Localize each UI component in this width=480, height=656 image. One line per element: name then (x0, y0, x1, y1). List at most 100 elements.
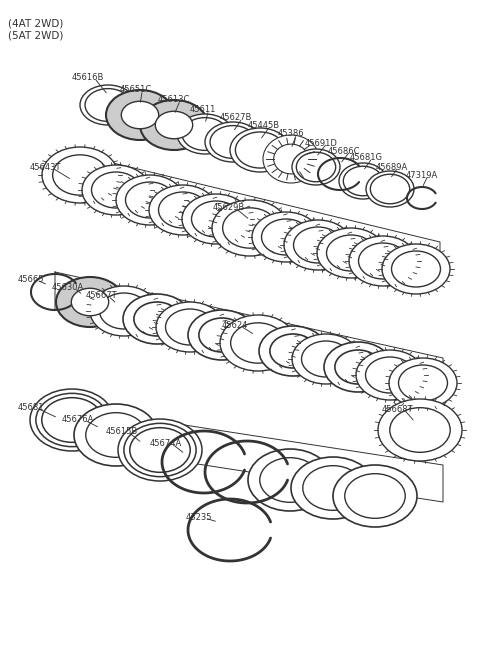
Ellipse shape (263, 135, 319, 183)
Text: 45674A: 45674A (150, 440, 182, 449)
Ellipse shape (345, 474, 405, 518)
Ellipse shape (292, 149, 340, 185)
Text: 47319A: 47319A (406, 171, 438, 180)
Text: 45613C: 45613C (158, 96, 191, 104)
Text: 45629B: 45629B (213, 203, 245, 213)
Ellipse shape (188, 310, 256, 360)
Ellipse shape (82, 165, 150, 215)
Ellipse shape (85, 89, 131, 121)
Ellipse shape (72, 288, 108, 316)
Ellipse shape (303, 466, 363, 510)
Ellipse shape (398, 365, 447, 401)
Ellipse shape (149, 185, 217, 235)
Ellipse shape (177, 114, 233, 154)
Ellipse shape (220, 315, 296, 371)
Ellipse shape (339, 163, 387, 199)
Text: 45691D: 45691D (305, 138, 338, 148)
Ellipse shape (121, 101, 159, 129)
Ellipse shape (270, 334, 316, 368)
Ellipse shape (252, 212, 320, 262)
Ellipse shape (42, 147, 118, 203)
Ellipse shape (378, 399, 462, 461)
Ellipse shape (262, 219, 311, 255)
Ellipse shape (210, 125, 256, 158)
Text: 45676A: 45676A (62, 415, 95, 424)
Ellipse shape (223, 208, 277, 248)
Text: 45689A: 45689A (376, 163, 408, 171)
Ellipse shape (130, 428, 190, 472)
Ellipse shape (333, 465, 417, 527)
Ellipse shape (140, 100, 208, 150)
Ellipse shape (192, 201, 240, 237)
Text: 45616B: 45616B (72, 73, 104, 83)
Text: 45445B: 45445B (248, 121, 280, 131)
Ellipse shape (42, 398, 102, 442)
Ellipse shape (156, 112, 192, 139)
Ellipse shape (126, 182, 175, 218)
Ellipse shape (366, 357, 415, 393)
Ellipse shape (349, 236, 417, 286)
Ellipse shape (134, 302, 180, 336)
Ellipse shape (292, 334, 360, 384)
Text: 45386: 45386 (278, 129, 305, 138)
Ellipse shape (382, 244, 450, 294)
Ellipse shape (284, 220, 352, 270)
Text: 45630A: 45630A (52, 283, 84, 293)
Text: 43235: 43235 (186, 514, 213, 522)
Ellipse shape (235, 132, 285, 168)
Ellipse shape (182, 194, 250, 244)
Text: 45667T: 45667T (86, 291, 118, 300)
Ellipse shape (293, 227, 343, 263)
Ellipse shape (291, 457, 375, 519)
Ellipse shape (230, 128, 290, 172)
Ellipse shape (317, 228, 385, 278)
Ellipse shape (182, 117, 228, 150)
Text: 45627B: 45627B (220, 113, 252, 123)
Ellipse shape (326, 235, 375, 271)
Ellipse shape (366, 171, 414, 207)
Ellipse shape (116, 175, 184, 225)
Ellipse shape (56, 277, 124, 327)
Ellipse shape (274, 144, 308, 174)
Ellipse shape (335, 350, 381, 384)
Ellipse shape (371, 174, 410, 204)
Ellipse shape (158, 192, 207, 228)
Ellipse shape (324, 342, 392, 392)
Ellipse shape (118, 419, 202, 481)
Ellipse shape (389, 358, 457, 408)
Text: 45624: 45624 (222, 321, 248, 331)
Text: 45665: 45665 (18, 276, 45, 285)
Ellipse shape (248, 449, 332, 511)
Ellipse shape (230, 323, 285, 363)
Ellipse shape (74, 404, 158, 466)
Ellipse shape (106, 90, 174, 140)
Ellipse shape (260, 458, 320, 502)
Ellipse shape (80, 85, 136, 125)
Text: (4AT 2WD): (4AT 2WD) (8, 18, 63, 28)
Ellipse shape (156, 302, 224, 352)
Ellipse shape (301, 341, 350, 377)
Ellipse shape (296, 152, 336, 182)
Text: 45651C: 45651C (120, 85, 152, 94)
Text: 45668T: 45668T (382, 405, 414, 415)
Ellipse shape (343, 166, 383, 195)
Text: 45611: 45611 (190, 106, 216, 115)
Ellipse shape (124, 423, 196, 477)
Text: 45681: 45681 (18, 403, 45, 413)
Ellipse shape (86, 413, 146, 457)
Text: 45643T: 45643T (30, 163, 61, 173)
Ellipse shape (199, 318, 245, 352)
Ellipse shape (205, 122, 261, 162)
Ellipse shape (123, 294, 191, 344)
Text: (5AT 2WD): (5AT 2WD) (8, 30, 63, 40)
Ellipse shape (30, 389, 114, 451)
Ellipse shape (90, 286, 158, 336)
Ellipse shape (359, 243, 408, 279)
Ellipse shape (259, 326, 327, 376)
Text: 45681G: 45681G (350, 154, 383, 163)
Text: 45615B: 45615B (106, 428, 138, 436)
Ellipse shape (356, 350, 424, 400)
Text: 45686C: 45686C (328, 146, 360, 155)
Ellipse shape (92, 172, 141, 208)
Ellipse shape (99, 293, 148, 329)
